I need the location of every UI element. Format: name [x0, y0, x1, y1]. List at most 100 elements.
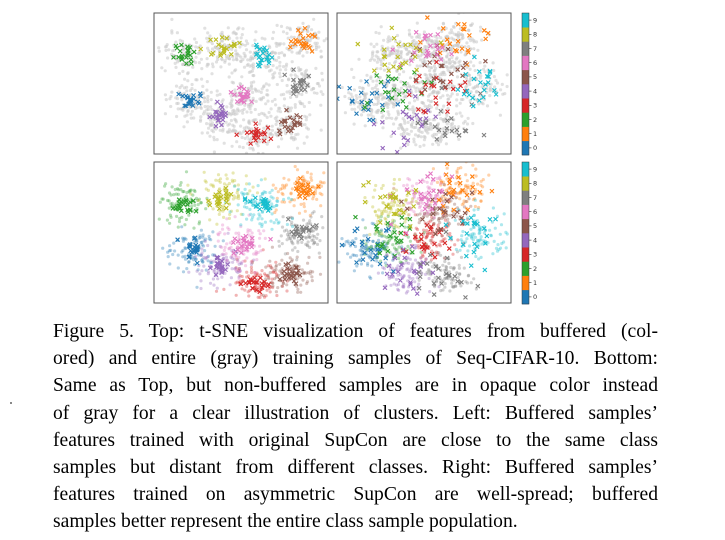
- buffered-sample-marker: [401, 135, 407, 141]
- buffered-sample-marker: [268, 236, 273, 242]
- buffered-sample-marker: [392, 230, 397, 235]
- buffered-sample-marker: [216, 206, 222, 212]
- buffered-sample-marker: [188, 57, 194, 63]
- buffered-sample-marker: [237, 92, 243, 97]
- buffered-sample-marker: [191, 96, 197, 102]
- buffered-sample-marker: [294, 186, 299, 192]
- buffered-sample-marker: [415, 120, 421, 126]
- buffered-sample-marker: [471, 76, 477, 82]
- buffered-sample-marker: [438, 108, 444, 114]
- buffered-sample-marker: [391, 130, 397, 136]
- buffered-sample-marker: [432, 241, 437, 247]
- buffered-sample-marker: [466, 50, 471, 55]
- colorbar-tick-label: 9: [533, 16, 537, 24]
- buffered-sample-marker: [293, 83, 298, 88]
- buffered-sample-marker: [446, 272, 452, 278]
- buffered-sample-marker: [207, 265, 213, 271]
- colorbar-swatch: [522, 126, 529, 142]
- colorbar-tick-label: 7: [533, 45, 537, 53]
- buffered-sample-marker: [447, 79, 453, 85]
- buffered-sample-marker: [389, 76, 395, 82]
- buffered-sample-marker: [420, 216, 425, 222]
- buffered-sample-marker: [208, 37, 213, 43]
- buffered-sample-marker: [175, 237, 180, 243]
- buffered-sample-marker: [382, 193, 388, 199]
- buffered-sample-marker: [458, 83, 464, 89]
- buffered-sample-marker: [217, 190, 222, 195]
- buffered-sample-marker: [459, 215, 464, 221]
- buffered-sample-marker: [449, 51, 454, 57]
- buffered-sample-marker: [430, 197, 435, 202]
- buffered-sample-marker: [374, 90, 380, 96]
- buffered-sample-marker: [379, 119, 385, 125]
- buffered-sample-marker: [444, 125, 450, 131]
- margin-dot: [10, 402, 12, 404]
- tsne-points: [157, 164, 326, 300]
- buffered-sample-marker: [484, 233, 490, 239]
- buffered-sample-marker: [422, 62, 428, 68]
- tsne-panel-bottom-right: [336, 161, 512, 304]
- buffered-sample-marker: [430, 270, 436, 276]
- buffered-sample-marker: [406, 88, 412, 94]
- buffered-sample-marker: [224, 35, 230, 41]
- buffered-sample-marker: [445, 109, 450, 115]
- buffered-sample-marker: [228, 52, 234, 57]
- colorbar-swatch: [522, 13, 529, 28]
- buffered-sample-marker: [433, 114, 439, 120]
- buffered-sample-marker: [294, 180, 300, 186]
- buffered-sample-marker: [216, 42, 221, 48]
- buffered-sample-marker: [462, 210, 468, 216]
- buffered-sample-marker: [373, 252, 378, 258]
- buffered-sample-marker: [393, 211, 398, 217]
- buffered-sample-marker: [301, 78, 306, 84]
- buffered-sample-marker: [284, 107, 289, 113]
- buffered-sample-marker: [284, 266, 290, 271]
- buffered-sample-marker: [291, 278, 297, 284]
- buffered-sample-marker: [219, 104, 225, 110]
- buffered-sample-marker: [454, 127, 460, 133]
- buffered-sample-marker: [294, 229, 299, 235]
- buffered-sample-marker: [362, 104, 368, 110]
- buffered-sample-marker: [304, 191, 310, 196]
- buffered-sample-marker: [399, 262, 404, 268]
- buffered-sample-marker: [300, 43, 305, 49]
- buffered-sample-marker: [413, 45, 419, 51]
- buffered-sample-marker: [259, 285, 265, 290]
- colorbar-tick-label: 7: [533, 194, 537, 202]
- buffered-sample-marker: [446, 101, 452, 107]
- buffered-sample-marker: [451, 213, 456, 219]
- buffered-sample-marker: [298, 31, 303, 37]
- buffered-sample-marker: [371, 68, 377, 73]
- buffered-sample-marker: [347, 85, 353, 91]
- colorbar-swatch: [522, 98, 529, 113]
- buffered-sample-marker: [262, 199, 268, 205]
- buffered-sample-marker: [171, 54, 176, 60]
- buffered-sample-marker: [398, 238, 404, 244]
- buffered-sample-marker: [493, 92, 499, 97]
- buffered-sample-marker: [444, 255, 450, 261]
- buffered-sample-marker: [456, 174, 461, 180]
- buffered-sample-marker: [377, 261, 383, 267]
- buffered-sample-marker: [247, 199, 253, 204]
- buffered-sample-marker: [463, 60, 468, 66]
- buffered-sample-marker: [460, 65, 466, 71]
- buffered-sample-marker: [423, 82, 429, 88]
- buffered-sample-marker: [291, 117, 297, 123]
- buffered-sample-marker: [214, 264, 219, 270]
- buffered-sample-marker: [486, 74, 492, 80]
- buffered-sample-marker: [248, 141, 254, 147]
- buffered-sample-marker: [183, 197, 189, 203]
- buffered-sample-marker: [362, 199, 368, 205]
- buffered-sample-marker: [403, 112, 409, 117]
- buffered-sample-marker: [443, 191, 449, 197]
- buffered-sample-marker: [428, 227, 433, 232]
- buffered-sample-marker: [422, 36, 428, 42]
- buffered-sample-marker: [266, 281, 272, 287]
- buffered-sample-marker: [300, 35, 306, 41]
- buffered-sample-marker: [407, 216, 413, 222]
- buffered-sample-marker: [412, 50, 417, 55]
- buffered-sample-marker: [477, 189, 483, 195]
- buffered-sample-marker: [418, 179, 423, 185]
- buffered-sample-marker: [238, 281, 244, 287]
- buffered-sample-marker: [286, 261, 291, 267]
